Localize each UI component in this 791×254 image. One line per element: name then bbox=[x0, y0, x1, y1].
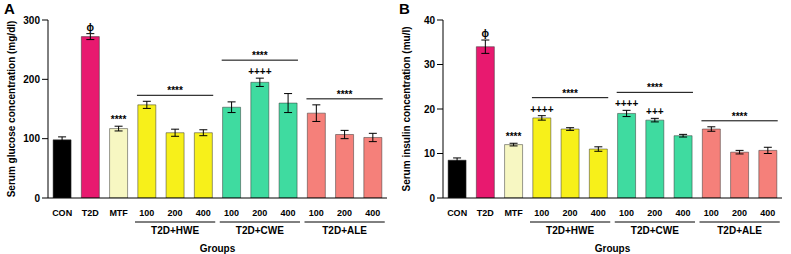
svg-text:T2D+ALE: T2D+ALE bbox=[717, 225, 762, 236]
svg-text:100: 100 bbox=[619, 208, 634, 218]
svg-text:100: 100 bbox=[23, 133, 40, 144]
svg-text:CON: CON bbox=[447, 208, 467, 218]
svg-text:MTF: MTF bbox=[504, 208, 523, 218]
svg-text:200: 200 bbox=[337, 208, 352, 218]
svg-text:Serum insulin concentration (m: Serum insulin concentration (mu/l) bbox=[401, 26, 412, 191]
svg-text:++++: ++++ bbox=[530, 104, 554, 115]
svg-text:****: **** bbox=[111, 114, 127, 125]
svg-text:T2D+CWE: T2D+CWE bbox=[236, 225, 284, 236]
html-text:B: B bbox=[399, 0, 410, 17]
svg-text:****: **** bbox=[732, 111, 748, 122]
svg-text:100: 100 bbox=[139, 208, 154, 218]
svg-text:T2D: T2D bbox=[82, 208, 100, 218]
svg-text:100: 100 bbox=[309, 208, 324, 218]
svg-text:200: 200 bbox=[647, 208, 662, 218]
svg-text:400: 400 bbox=[281, 208, 296, 218]
svg-text:100: 100 bbox=[534, 208, 549, 218]
svg-text:ϕ: ϕ bbox=[482, 28, 490, 39]
svg-text:0: 0 bbox=[429, 193, 435, 204]
svg-text:30: 30 bbox=[424, 59, 436, 70]
svg-text:++++: ++++ bbox=[615, 98, 639, 109]
svg-text:400: 400 bbox=[591, 208, 606, 218]
svg-text:20: 20 bbox=[424, 104, 436, 115]
svg-text:ϕ: ϕ bbox=[87, 22, 95, 33]
svg-text:10: 10 bbox=[424, 148, 436, 159]
svg-text:****: **** bbox=[167, 85, 183, 96]
html-text:A: A bbox=[4, 0, 15, 17]
svg-text:400: 400 bbox=[365, 208, 380, 218]
svg-text:T2D+CWE: T2D+CWE bbox=[631, 225, 679, 236]
svg-text:400: 400 bbox=[760, 208, 775, 218]
svg-text:400: 400 bbox=[676, 208, 691, 218]
svg-text:200: 200 bbox=[732, 208, 747, 218]
svg-text:CON: CON bbox=[52, 208, 72, 218]
svg-text:300: 300 bbox=[23, 15, 40, 26]
svg-text:T2D+ALE: T2D+ALE bbox=[322, 225, 367, 236]
svg-text:100: 100 bbox=[224, 208, 239, 218]
svg-text:100: 100 bbox=[704, 208, 719, 218]
svg-text:0: 0 bbox=[34, 193, 40, 204]
svg-text:200: 200 bbox=[252, 208, 267, 218]
svg-text:****: **** bbox=[337, 89, 353, 100]
svg-text:400: 400 bbox=[196, 208, 211, 218]
svg-text:40: 40 bbox=[424, 15, 436, 26]
svg-text:T2D: T2D bbox=[477, 208, 495, 218]
svg-text:MTF: MTF bbox=[109, 208, 128, 218]
svg-text:Groups: Groups bbox=[200, 243, 236, 254]
svg-text:****: **** bbox=[506, 131, 522, 142]
svg-text:T2D+HWE: T2D+HWE bbox=[151, 225, 199, 236]
svg-text:****: **** bbox=[562, 88, 578, 99]
svg-text:****: **** bbox=[647, 82, 663, 93]
svg-text:200: 200 bbox=[563, 208, 578, 218]
svg-text:+++: +++ bbox=[646, 106, 664, 117]
svg-text:++++: ++++ bbox=[248, 66, 272, 77]
svg-text:****: **** bbox=[252, 50, 268, 61]
svg-text:200: 200 bbox=[168, 208, 183, 218]
svg-text:T2D+HWE: T2D+HWE bbox=[546, 225, 594, 236]
svg-text:200: 200 bbox=[23, 74, 40, 85]
svg-text:Groups: Groups bbox=[595, 243, 631, 254]
svg-text:Serum glucose concentration (m: Serum glucose concentration (mg/dl) bbox=[8, 21, 17, 198]
